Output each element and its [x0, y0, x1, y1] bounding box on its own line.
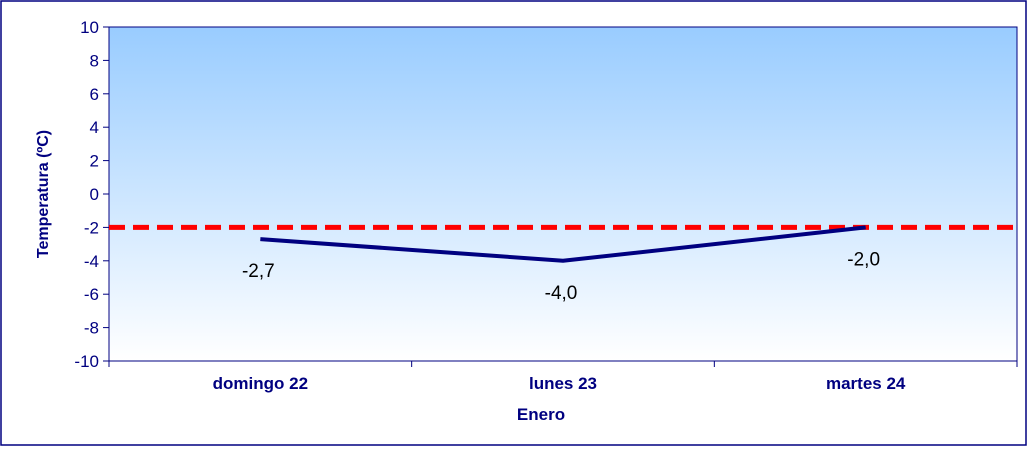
y-tick-label: -2 — [84, 218, 99, 237]
y-tick-label: -6 — [84, 285, 99, 304]
plot-area — [109, 27, 1017, 361]
data-label: -4,0 — [545, 283, 578, 304]
y-axis-title: Temperatura (ºC) — [35, 130, 52, 258]
data-label: -2,0 — [847, 249, 880, 270]
y-tick-label: 6 — [90, 85, 99, 104]
x-tick-label: domingo 22 — [213, 374, 308, 393]
y-tick-label: 8 — [90, 51, 99, 70]
y-tick-label: -10 — [74, 352, 99, 371]
y-tick-label: 4 — [90, 118, 99, 137]
x-tick-label: lunes 23 — [529, 374, 597, 393]
data-label: -2,7 — [242, 261, 275, 282]
y-tick-label: 0 — [90, 185, 99, 204]
y-tick-label: -8 — [84, 319, 99, 338]
y-tick-label: -4 — [84, 252, 99, 271]
y-tick-label: 2 — [90, 152, 99, 171]
x-axis-title: Enero — [517, 405, 565, 424]
x-tick-label: martes 24 — [826, 374, 906, 393]
y-tick-label: 10 — [80, 18, 99, 37]
